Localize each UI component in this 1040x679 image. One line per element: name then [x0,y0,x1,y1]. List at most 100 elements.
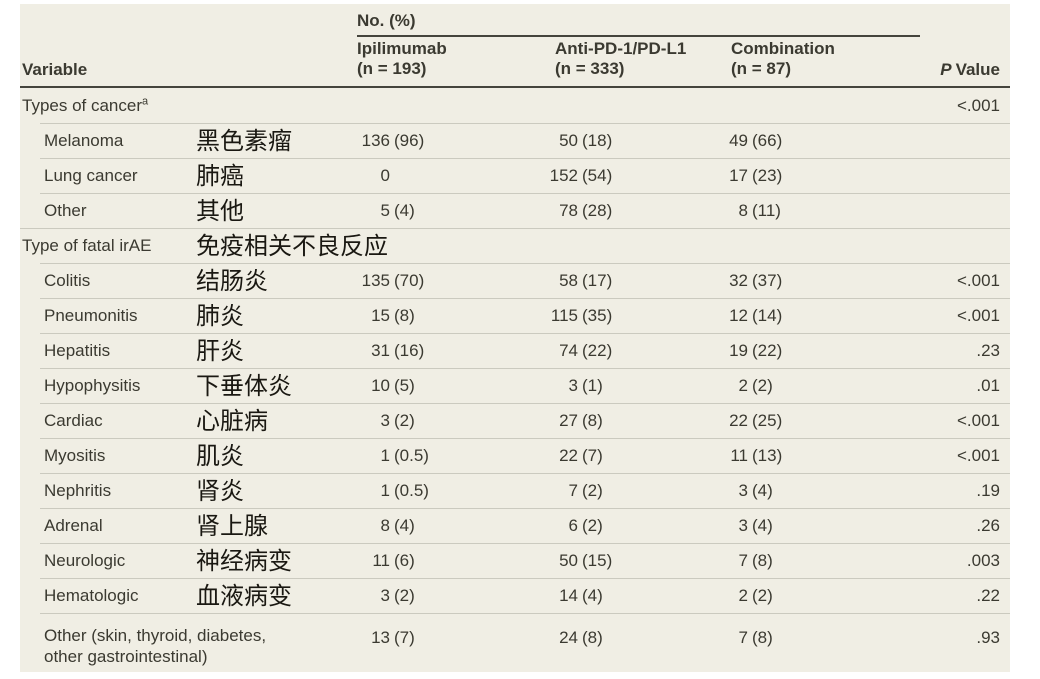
row-label: Hypophysitis [44,368,140,403]
spanner-underline [357,35,920,37]
table-row: Types of cancera <.001 [20,88,1010,123]
row-label-text: Other [44,201,87,220]
row-label-text: Lung cancer [44,166,138,185]
cell-combination-pct: (66) [752,131,783,150]
cell-antipd1-pct: (18) [582,131,613,150]
table-row: Colitis 结肠炎 135 (70) 58 (17) 32 (37) <.0… [20,263,1010,298]
cell-combination-pct: (23) [752,166,783,185]
row-label-chinese: 肌炎 [196,444,244,470]
row-label: Pneumonitis [44,298,138,333]
cell-combination-count: 3 [738,516,748,535]
row-label: Colitis [44,263,90,298]
cell-antipd1-pct: (8) [582,628,603,647]
cell-combination-pct: (2) [752,376,773,395]
cell-antipd1-count: 50 [559,131,578,150]
row-label-chinese: 血液病变 [196,584,292,610]
cell-combination-count: 17 [729,166,748,185]
row-label: Type of fatal irAE [22,228,151,263]
cell-antipd1-pct: (17) [582,271,613,290]
row-label: Cardiac [44,403,103,438]
row-label-text: Other (skin, thyroid, diabetes, other ga… [44,626,267,666]
cell-antipd1-count: 3 [568,376,578,395]
cell-ipilimumab-pct: (4) [394,516,415,535]
table-row: Pneumonitis 肺炎 15 (8) 115 (35) 12 (14) <… [20,298,1010,333]
cell-ipilimumab-pct: (0.5) [394,446,429,465]
cell-antipd1-pct: (8) [582,411,603,430]
cell-pvalue: .01 [976,376,1000,395]
cell-ipilimumab-pct: (0.5) [394,481,429,500]
row-label-text: Types of cancer [22,96,143,115]
row-label: Lung cancer [44,158,138,193]
cell-combination-count: 7 [738,628,748,647]
row-separator [40,438,1010,439]
row-label-text: Adrenal [44,516,103,535]
row-separator [40,333,1010,334]
row-label-text: Cardiac [44,411,103,430]
pvalue-p-letter: P [940,60,952,79]
cell-antipd1-count: 24 [559,628,578,647]
cell-ipilimumab-count: 1 [380,446,390,465]
row-label: Nephritis [44,473,111,508]
row-label-chinese: 黑色素瘤 [196,129,292,155]
cell-antipd1-count: 78 [559,201,578,220]
cell-pvalue: .003 [966,551,1000,570]
cell-combination-count: 8 [738,201,748,220]
cell-pvalue: <.001 [956,446,1000,465]
cell-combination-pct: (8) [752,628,773,647]
cell-pvalue: <.001 [956,306,1000,325]
column-header-pvalue: P Value [940,60,1000,80]
cell-pvalue: <.001 [956,96,1000,115]
cell-ipilimumab-pct: (8) [394,306,415,325]
column-header-line1: Combination [731,39,835,58]
cell-ipilimumab-pct: (5) [394,376,415,395]
row-label: Melanoma [44,123,123,158]
row-label-chinese: 肺炎 [196,304,244,330]
table-row: Other (skin, thyroid, diabetes, other ga… [20,613,1010,674]
row-label: Neurologic [44,543,125,578]
row-separator [40,298,1010,299]
cell-combination-pct: (14) [752,306,783,325]
cell-pvalue: <.001 [956,271,1000,290]
cell-pvalue: .93 [976,628,1000,647]
cell-combination-count: 12 [729,306,748,325]
row-separator [40,613,1010,614]
cell-ipilimumab-count: 10 [371,376,390,395]
row-label-text: Myositis [44,446,106,465]
row-label-text: Hypophysitis [44,376,141,395]
fatal-irae-table: Variable No. (%) Ipilimumab (n = 193) An… [20,4,1010,672]
row-separator [40,403,1010,404]
row-separator [20,228,1010,229]
cell-antipd1-count: 27 [559,411,578,430]
column-header-variable: Variable [22,60,88,79]
cell-antipd1-pct: (4) [582,586,603,605]
table-row: Hematologic 血液病变 3 (2) 14 (4) 2 (2) .22 [20,578,1010,613]
table-row: Melanoma 黑色素瘤 136 (96) 50 (18) 49 (66) [20,123,1010,158]
cell-combination-count: 19 [729,341,748,360]
row-separator [40,578,1010,579]
row-separator [40,543,1010,544]
row-label-chinese: 结肠炎 [196,269,268,295]
table-body: Types of cancera <.001 Melanoma 黑色素瘤 136… [20,88,1010,674]
row-label-chinese: 肝炎 [196,339,244,365]
cell-pvalue: .26 [976,516,1000,535]
cell-antipd1-count: 50 [559,551,578,570]
cell-antipd1-count: 74 [559,341,578,360]
cell-combination-pct: (25) [752,411,783,430]
cell-ipilimumab-pct: (2) [394,586,415,605]
table-row: Adrenal 肾上腺 8 (4) 6 (2) 3 (4) .26 [20,508,1010,543]
table-row: Hypophysitis 下垂体炎 10 (5) 3 (1) 2 (2) .01 [20,368,1010,403]
cell-ipilimumab-pct: (7) [394,628,415,647]
row-separator [40,123,1010,124]
table-row: Type of fatal irAE 免疫相关不良反应 [20,228,1010,263]
column-header-antipd1: Anti-PD-1/PD-L1 (n = 333) [555,39,686,79]
cell-combination-pct: (37) [752,271,783,290]
cell-pvalue: .22 [976,586,1000,605]
table-row: Neurologic 神经病变 11 (6) 50 (15) 7 (8) .00… [20,543,1010,578]
cell-ipilimumab-count: 0 [380,166,390,185]
row-label: Hematologic [44,578,139,613]
row-label-chinese: 肾炎 [196,479,244,505]
cell-combination-pct: (4) [752,481,773,500]
cell-antipd1-pct: (35) [582,306,613,325]
row-label: Other [44,193,87,228]
